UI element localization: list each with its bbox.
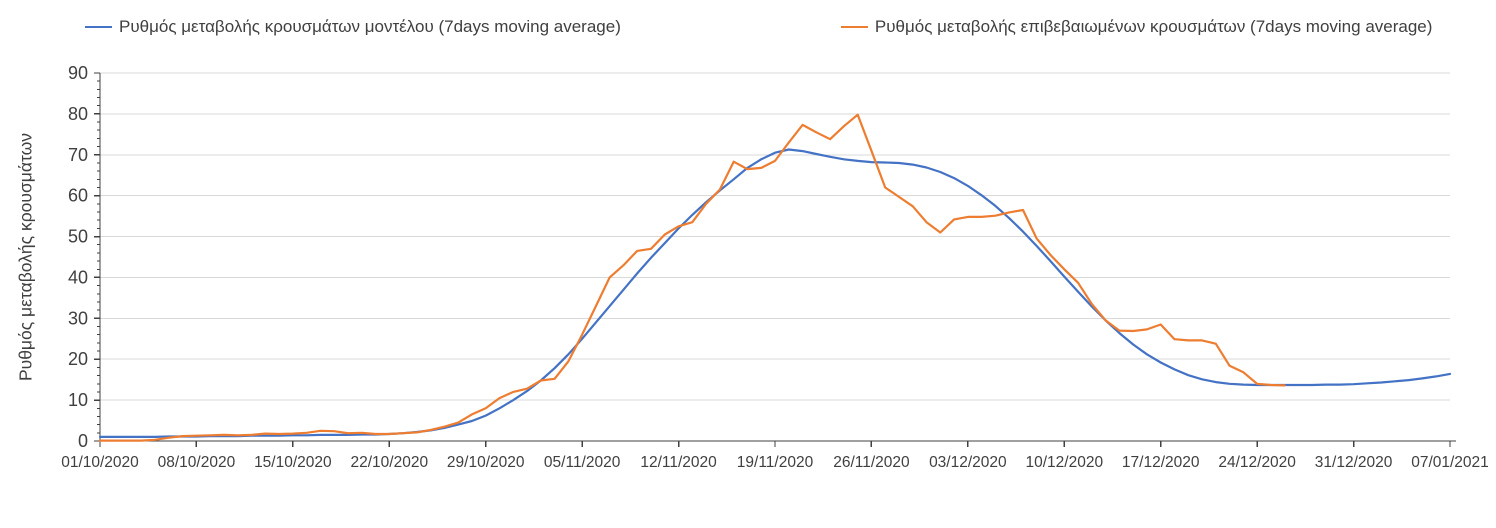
y-tick-label-80: 80 — [68, 104, 88, 124]
y-tick-label-60: 60 — [68, 186, 88, 206]
x-tick-label-4: 29/10/2020 — [447, 454, 525, 471]
legend-item-confirmed: Ρυθμός μεταβολής επιβεβαιωμένων κρουσμάτ… — [840, 17, 1433, 37]
x-tick-label-2: 15/10/2020 — [254, 454, 332, 471]
x-tick-label-9: 03/12/2020 — [929, 454, 1007, 471]
y-tick-label-90: 90 — [68, 63, 88, 83]
y-tick-label-30: 30 — [68, 308, 88, 328]
legend-label-confirmed: Ρυθμός μεταβολής επιβεβαιωμένων κρουσμάτ… — [874, 17, 1433, 36]
x-tick-label-12: 24/12/2020 — [1218, 454, 1296, 471]
y-tick-label-50: 50 — [68, 227, 88, 247]
x-tick-label-0: 01/10/2020 — [61, 454, 139, 471]
x-tick-label-3: 22/10/2020 — [350, 454, 428, 471]
legend-item-model: Ρυθμός μεταβολής κρουσμάτων μοντέλου (7d… — [85, 17, 621, 37]
legend-label-model: Ρυθμός μεταβολής κρουσμάτων μοντέλου (7d… — [119, 17, 621, 36]
legend-line-marker-blue — [85, 26, 112, 28]
y-tick-label-20: 20 — [68, 349, 88, 369]
y-tick-label-10: 10 — [68, 390, 88, 410]
x-tick-label-6: 12/11/2020 — [640, 454, 717, 471]
x-tick-label-14: 07/01/2021 — [1411, 454, 1489, 471]
y-tick-label-40: 40 — [68, 267, 88, 287]
x-tick-label-7: 19/11/2020 — [737, 454, 814, 471]
x-tick-label-11: 17/12/2020 — [1122, 454, 1200, 471]
legend-line-marker-orange — [840, 26, 868, 28]
x-tick-label-8: 26/11/2020 — [833, 454, 910, 471]
series-line-confirmed — [98, 113, 1286, 442]
x-tick-label-10: 10/12/2020 — [1025, 454, 1103, 471]
legend: Ρυθμός μεταβολής κρουσμάτων μοντέλου (7d… — [85, 17, 1432, 37]
y-tick-label-70: 70 — [68, 145, 88, 165]
y-axis-title: Ρυθμός μεταβολής κρουσμάτων — [15, 132, 36, 382]
series-line-model — [98, 148, 1452, 438]
x-tick-label-1: 08/10/2020 — [158, 454, 236, 471]
x-tick-label-5: 05/11/2020 — [544, 454, 621, 471]
y-tick-label-0: 0 — [78, 431, 88, 451]
x-tick-label-13: 31/12/2020 — [1315, 454, 1393, 471]
